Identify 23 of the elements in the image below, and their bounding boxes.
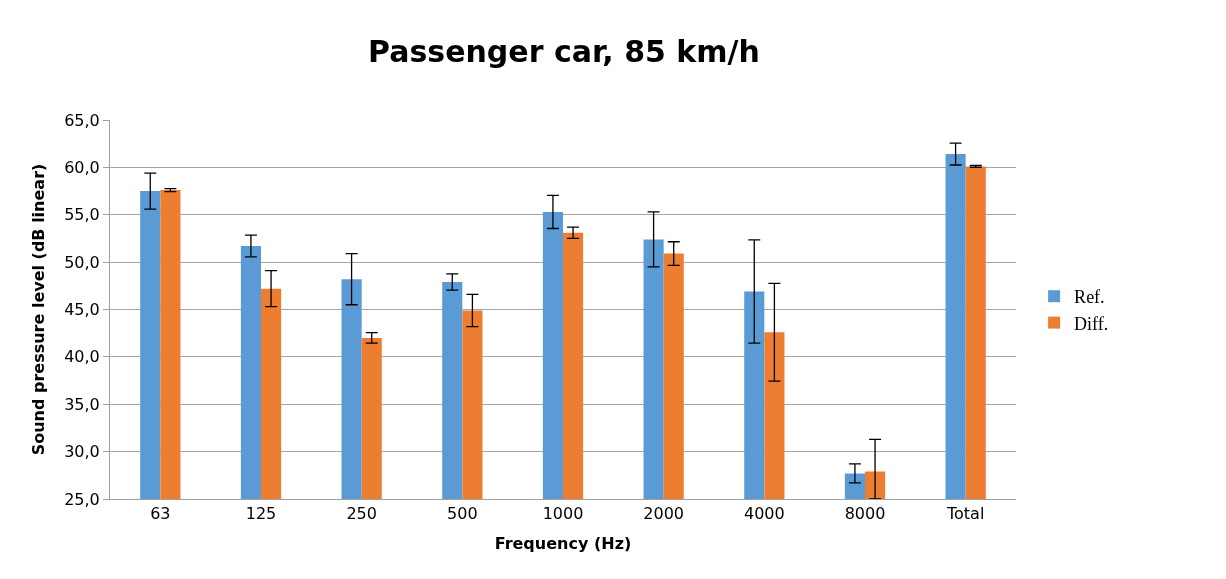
x-tick-label: 8000	[844, 504, 886, 524]
y-tick-label: 40,0	[64, 347, 100, 367]
x-tick-label: 1000	[542, 504, 584, 524]
legend-label: Ref.	[1074, 287, 1105, 308]
y-tick-label: 65,0	[64, 110, 100, 130]
x-tick-label: 250	[346, 504, 377, 524]
x-tick-label: 4000	[743, 504, 785, 524]
y-tick-label: 55,0	[64, 205, 100, 225]
y-tick-label: 45,0	[64, 300, 100, 320]
y-tick-label: 30,0	[64, 442, 100, 462]
x-axis-title: Frequency (Hz)	[494, 533, 632, 553]
x-tick-label: 63	[150, 504, 171, 524]
y-tick-label: 60,0	[64, 157, 100, 177]
x-tick-label: 2000	[643, 504, 685, 524]
x-tick-label: Total	[945, 504, 985, 524]
x-tick-label: 500	[447, 504, 478, 524]
x-tick-label: 125	[245, 504, 277, 524]
y-tick-label: 25,0	[64, 489, 100, 509]
chart-title: Passenger car, 85 km/h	[368, 33, 760, 69]
y-axis-title: Sound pressure level (dB linear)	[29, 163, 49, 456]
y-tick-label: 50,0	[64, 252, 100, 272]
y-tick-label: 35,0	[64, 394, 100, 414]
legend-label: Diff.	[1074, 313, 1109, 334]
